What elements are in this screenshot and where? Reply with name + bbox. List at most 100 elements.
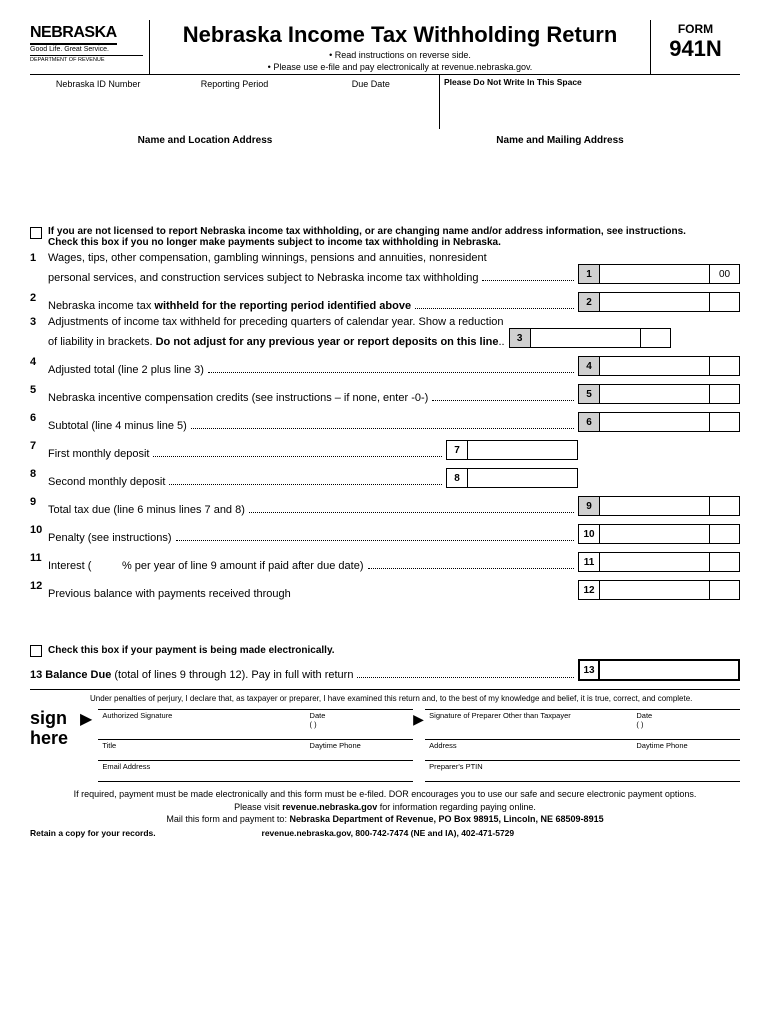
line-8-input[interactable] — [468, 468, 578, 488]
perjury-statement: Under penalties of perjury, I declare th… — [30, 694, 740, 709]
line-6-input[interactable] — [600, 412, 710, 432]
line-7-num: 7 — [30, 440, 48, 452]
line-1-numbox: 1 — [578, 264, 600, 284]
title-block: Nebraska Income Tax Withholding Return •… — [150, 20, 650, 74]
line-13-input[interactable] — [600, 659, 740, 681]
ptin-field[interactable]: Preparer's PTIN — [425, 760, 740, 782]
line-7-input[interactable] — [468, 440, 578, 460]
line-10-numbox: 10 — [578, 524, 600, 544]
no-longer-payments-checkbox[interactable] — [30, 227, 42, 239]
top-fields: Nebraska ID Number Reporting Period Due … — [30, 75, 740, 129]
logo-block: NEBRASKA Good Life. Great Service. DEPAR… — [30, 20, 150, 74]
line-3-text-a: Adjustments of income tax withheld for p… — [48, 316, 740, 328]
footer-line-3a: Mail this form and payment to: — [166, 814, 289, 824]
line-9-text: Total tax due (line 6 minus lines 7 and … — [48, 504, 245, 516]
line-9-cents[interactable] — [710, 496, 740, 516]
line-9-input[interactable] — [600, 496, 710, 516]
subtitle-1: • Read instructions on reverse side. — [158, 50, 642, 60]
line-4-cents[interactable] — [710, 356, 740, 376]
line-4-input[interactable] — [600, 356, 710, 376]
line-2: 2 Nebraska income tax withheld for the r… — [30, 292, 740, 312]
title-field[interactable]: Title — [98, 739, 305, 760]
line-4-numbox: 4 — [578, 356, 600, 376]
line-6-numbox: 6 — [578, 412, 600, 432]
line-11: 11 Interest ( % per year of line 9 amoun… — [30, 552, 740, 572]
line-3-input[interactable] — [531, 328, 641, 348]
email-field[interactable]: Email Address — [98, 760, 413, 782]
date-field-1[interactable]: Date( ) — [306, 709, 414, 739]
line-11-input[interactable] — [600, 552, 710, 572]
line-11-num: 11 — [30, 552, 48, 564]
line-10-input[interactable] — [600, 524, 710, 544]
line-5-input[interactable] — [600, 384, 710, 404]
line-12-input[interactable] — [600, 580, 710, 600]
authorized-signature-field[interactable]: Authorized Signature — [98, 709, 305, 739]
line-2-text-a: Nebraska income tax — [48, 300, 154, 312]
line-7: 7 First monthly deposit 7 — [30, 440, 740, 460]
daytime-phone-1[interactable]: Daytime Phone — [306, 739, 414, 760]
line-10-num: 10 — [30, 524, 48, 536]
state-name: NEBRASKA — [30, 24, 117, 45]
footer-block: If required, payment must be made electr… — [30, 788, 740, 840]
top-left-fields: Nebraska ID Number Reporting Period Due … — [30, 75, 440, 129]
line-1-input[interactable] — [600, 264, 710, 284]
address-field[interactable]: Address — [425, 739, 632, 760]
line-12-num: 12 — [30, 580, 48, 592]
notice-line-1: If you are not licensed to report Nebras… — [48, 226, 686, 237]
line-6-cents[interactable] — [710, 412, 740, 432]
sign-arrow-icon: ▶ — [80, 709, 92, 782]
line-3-cents[interactable] — [641, 328, 671, 348]
line-13-text-a: 13 Balance Due — [30, 669, 114, 681]
preparer-signature-field[interactable]: Signature of Preparer Other than Taxpaye… — [425, 709, 632, 739]
do-not-write-label: Please Do Not Write In This Space — [440, 75, 740, 89]
due-date-label: Due Date — [303, 79, 439, 89]
dept-name: DEPARTMENT OF REVENUE — [30, 55, 143, 63]
notice-block: If you are not licensed to report Nebras… — [30, 226, 740, 248]
line-13: 13 Balance Due (total of lines 9 through… — [30, 659, 740, 681]
line-2-cents[interactable] — [710, 292, 740, 312]
line-1: 1 Wages, tips, other compensation, gambl… — [30, 252, 740, 284]
electronic-payment-checkbox[interactable] — [30, 645, 42, 657]
line-13-text-b: (total of lines 9 through 12). Pay in fu… — [114, 669, 353, 681]
line-8-num: 8 — [30, 468, 48, 480]
line-7-text: First monthly deposit — [48, 448, 149, 460]
location-address-label: Name and Location Address — [30, 135, 380, 146]
line-5-cents[interactable] — [710, 384, 740, 404]
line-12-numbox: 12 — [578, 580, 600, 600]
daytime-phone-2[interactable]: Daytime Phone — [632, 739, 740, 760]
line-12: 12 Previous balance with payments receiv… — [30, 580, 740, 600]
line-2-input[interactable] — [600, 292, 710, 312]
line-5-num: 5 — [30, 384, 48, 396]
form-number: 941N — [653, 36, 738, 62]
footer-line-2c: for information regarding paying online. — [377, 802, 536, 812]
form-label: FORM — [653, 22, 738, 36]
electronic-payment-row: Check this box if your payment is being … — [30, 644, 740, 657]
line-3-numbox: 3 — [509, 328, 531, 348]
nebraska-id-label: Nebraska ID Number — [30, 79, 166, 89]
reporting-period-label: Reporting Period — [166, 79, 302, 89]
line-8-text: Second monthly deposit — [48, 476, 165, 488]
contact-info: revenue.nebraska.gov, 800-742-7474 (NE a… — [156, 828, 620, 840]
line-8: 8 Second monthly deposit 8 — [30, 468, 740, 488]
sign-here-label: signhere — [30, 709, 80, 782]
address-row: Name and Location Address Name and Maili… — [30, 135, 740, 146]
line-11-cents[interactable] — [710, 552, 740, 572]
preparer-arrow-icon: ▶ — [413, 709, 425, 739]
line-4: 4 Adjusted total (line 2 plus line 3) 4 — [30, 356, 740, 376]
line-12-text: Previous balance with payments received … — [48, 588, 291, 600]
line-6-text: Subtotal (line 4 minus line 5) — [48, 420, 187, 432]
line-11-text-a: Interest ( — [48, 560, 91, 572]
line-10-cents[interactable] — [710, 524, 740, 544]
line-3-num: 3 — [30, 316, 48, 328]
subtitle-2: • Please use e-file and pay electronical… — [158, 62, 642, 72]
line-5-text: Nebraska incentive compensation credits … — [48, 392, 428, 404]
line-1-num: 1 — [30, 252, 48, 264]
date-field-2[interactable]: Date( ) — [632, 709, 740, 739]
line-3-text-c: Do not adjust for any previous year or r… — [156, 336, 499, 348]
form-number-block: FORM 941N — [650, 20, 740, 74]
line-12-cents[interactable] — [710, 580, 740, 600]
form-title: Nebraska Income Tax Withholding Return — [158, 22, 642, 48]
line-5: 5 Nebraska incentive compensation credit… — [30, 384, 740, 404]
state-tagline: Good Life. Great Service. — [30, 46, 143, 53]
line-2-text-b: withheld for the reporting period identi… — [154, 300, 411, 312]
